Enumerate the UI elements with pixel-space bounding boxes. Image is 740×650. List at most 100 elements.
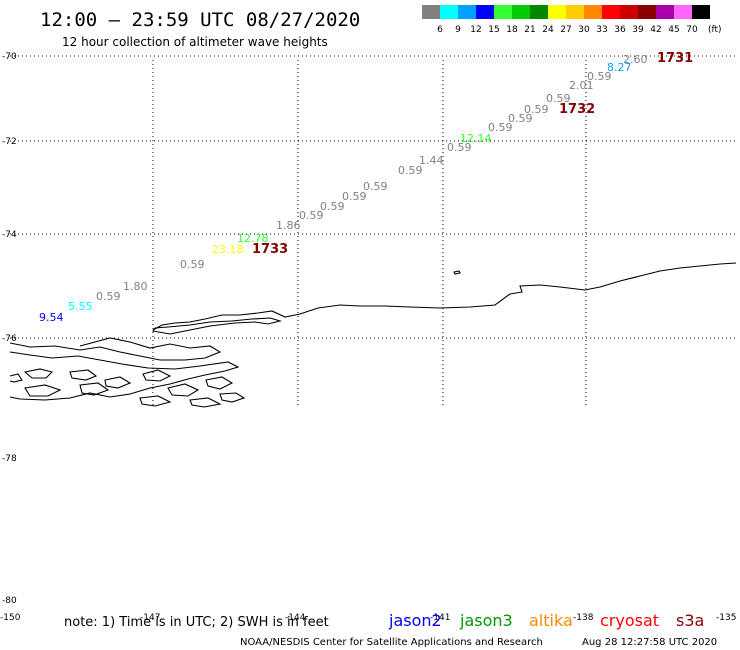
scale-swatch [692,5,710,19]
swh-label: 5.55 [68,300,93,313]
swh-label: 0.59 [447,141,472,154]
scale-swatch [440,5,458,19]
scale-swatch [476,5,494,19]
ice-shelf-edge [152,262,737,331]
coast-island-1 [23,368,54,379]
scale-tick-label: 15 [488,25,499,35]
coast-island-2 [69,369,98,381]
coast-island-3 [104,376,132,389]
lon-label-147: -147 [140,613,160,623]
lat-label-72: -72 [2,137,17,147]
swh-label: 0.59 [320,200,345,213]
swh-label: 2.01 [569,79,594,92]
scale-tick-label: 42 [650,25,661,35]
scale-swatch [638,5,656,19]
scale-swatch [458,5,476,19]
swh-label: 0.59 [546,92,571,105]
pass-times: 1731 1732 1733 [252,51,693,257]
swh-label: 0.59 [398,164,423,177]
time-label: 1731 [657,51,693,66]
satellite-cryosat: cryosat [600,611,659,630]
scale-tick-label: 45 [668,25,679,35]
swh-label: 2.60 [623,53,648,66]
satellite-s3a: s3a [676,611,704,630]
scale-swatch [530,5,548,19]
scale-swatch [512,5,530,19]
swh-label: 12.14 [460,132,492,145]
swh-label: 1.44 [419,154,444,167]
scale-tick-label: 70 [686,25,698,35]
scale-tick-label: 27 [560,25,571,35]
map-title: 12:00 – 23:59 UTC 08/27/2020 [40,9,360,31]
wave-heights: 2.60 8.27 0.59 2.01 0.59 0.59 0.59 0.59 … [39,53,648,324]
swh-label: 0.59 [587,70,612,83]
graticule [10,55,736,406]
swh-label: 0.59 [180,258,205,271]
coast-island-11 [219,392,246,403]
scale-swatch [494,5,512,19]
satellite-legend: jason2 jason3 altika cryosat s3a [388,611,704,630]
scale-swatch [584,5,602,19]
scale-tick-label: 36 [614,25,626,35]
wave-height-color-scale: 6 9 12 15 18 21 24 27 30 33 36 39 42 45 70 [422,5,710,35]
coast-island-7 [24,384,62,397]
coastline [9,262,737,408]
scale-tick-label: 33 [596,25,607,35]
scale-tick-label: 18 [506,25,518,35]
satellite-jason2: jason2 [388,611,442,630]
time-label: 1733 [252,242,288,257]
lon-label-141: -141 [430,613,450,623]
coast-outline-2 [9,337,222,361]
scale-tick-label: 9 [455,25,461,35]
swh-label: 0.59 [342,190,367,203]
swh-label: 0.59 [96,290,121,303]
swh-label: 23.18 [212,243,244,256]
lat-label-76: -76 [2,334,17,344]
lon-label-138: -138 [573,613,594,623]
swh-label: 1.86 [276,219,301,232]
coast-island-5 [167,383,200,397]
scale-unit: (ft) [708,25,722,35]
swh-label: 0.59 [488,121,513,134]
scale-swatch [566,5,584,19]
satellite-altika: altika [529,611,573,630]
generated-timestamp: Aug 28 12:27:58 UTC 2020 [582,637,717,648]
credit-line: NOAA/NESDIS Center for Satellite Applica… [240,637,543,648]
lat-label-70: -70 [2,52,17,62]
coast-island-6 [205,376,234,390]
coast-outline-1 [152,317,283,335]
swh-label: 1.80 [123,280,148,293]
coast-island-10 [189,397,222,408]
small-island [453,270,461,275]
swh-label: 12.78 [237,232,269,245]
lon-label-150: -150 [0,613,21,623]
scale-swatch [548,5,566,19]
lon-label-144: -144 [285,613,306,623]
scale-tick-label: 24 [542,25,554,35]
swh-label: 0.59 [299,209,324,222]
swh-label: 9.54 [39,311,64,324]
satellite-jason3: jason3 [459,611,513,630]
scale-swatch [422,5,440,19]
scale-tick-label: 30 [578,25,590,35]
coast-island-9 [139,395,172,407]
lat-label-74: -74 [2,230,17,240]
coast-island-12 [9,373,23,383]
scale-tick-label: 21 [524,25,535,35]
scale-swatch [656,5,674,19]
coast-outline-3 [9,351,240,401]
coast-island-8 [79,382,110,396]
scale-tick-label: 39 [632,25,644,35]
scale-swatch [674,5,692,19]
swh-label: 0.59 [363,180,388,193]
coast-island-4 [142,369,172,382]
scale-swatch [620,5,638,19]
lat-label-78: -78 [2,454,17,464]
scale-swatch [602,5,620,19]
map-subtitle: 12 hour collection of altimeter wave hei… [62,35,328,49]
swh-label: 0.59 [524,103,549,116]
lat-label-80: -80 [2,596,17,606]
swh-label: 0.59 [508,112,533,125]
lon-label-135: -135 [716,613,736,623]
